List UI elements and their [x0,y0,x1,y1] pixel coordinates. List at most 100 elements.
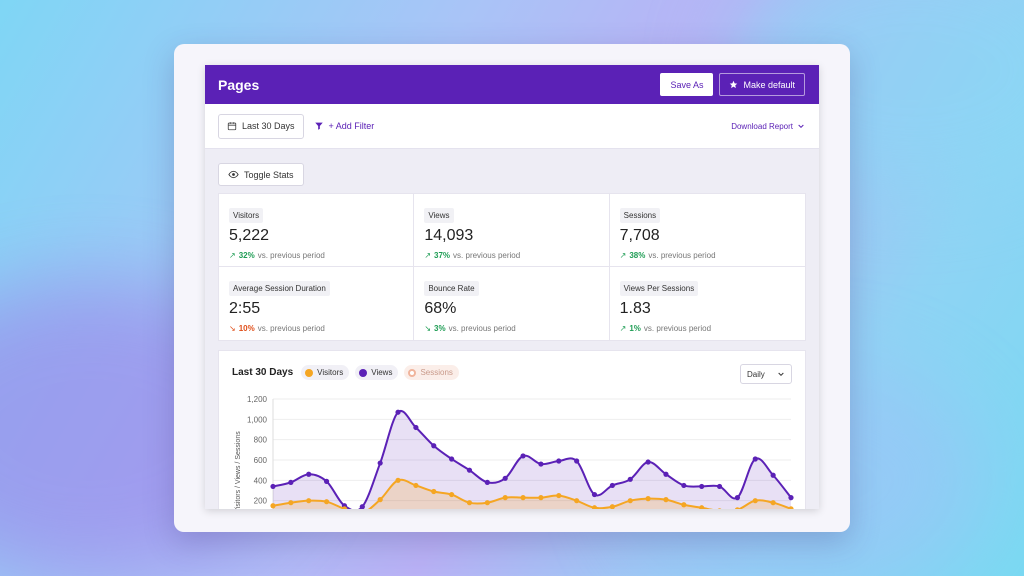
data-point [270,483,276,490]
stat-value: 7,708 [619,227,660,244]
stat-value: 68% [424,300,457,317]
data-point [306,498,312,504]
y-tick-label: 600 [254,456,268,465]
stat-card-avg-session-duration: Average Session Duration 2:55 ↘ 10% vs. pr… [219,267,415,340]
add-filter-button[interactable]: + Add Filter [314,121,374,131]
data-point [681,502,687,508]
y-tick-label: 200 [254,497,268,506]
data-point [574,498,580,504]
data-point [466,467,473,473]
stat-comparison: vs. previous period [257,251,325,260]
data-point [288,500,294,506]
data-point [395,409,401,415]
data-point [413,424,419,431]
data-point [752,456,758,462]
series-area-visitors [273,479,791,509]
data-point [466,500,473,506]
data-point [788,506,794,509]
data-point [699,505,705,509]
stat-card-views-per-session: Views Per Sessions 1.83 ↗ 1% vs. previous … [610,267,805,340]
stat-value: 14,093 [424,227,474,244]
stat-label: Average Session Duration [229,281,330,296]
data-point [770,472,776,478]
interval-select[interactable]: Daily [740,364,792,384]
data-point [323,478,330,484]
legend-label: Sessions [420,368,453,377]
data-point [431,488,437,495]
top-bar: Pages Save As Make default [205,65,819,104]
stat-card-views: Views 14,093 ↗ 37% vs. previous period [414,194,610,267]
stat-label: Views [424,208,454,223]
data-point [716,483,723,490]
data-point [538,461,544,467]
stat-change: 3% [434,324,446,333]
toggle-stats-button[interactable]: Toggle Stats [218,163,304,186]
arrow-up-icon: ↗ [619,324,627,333]
data-point [717,508,722,509]
data-point [484,500,490,506]
legend-label: Visitors [317,368,344,377]
y-axis-label: Visitors / Views / Sessions [235,431,242,509]
data-point [449,456,455,462]
stat-value: 2:55 [229,300,261,317]
y-tick-label: 1,000 [247,415,268,424]
save-as-button[interactable]: Save As [660,73,714,96]
chart-legend: Visitors Views Sessions [301,365,459,380]
legend-sessions-toggle[interactable]: Sessions [404,365,459,380]
data-point [377,497,383,503]
eye-icon [228,170,239,179]
stat-change: 32% [238,251,255,260]
data-point [288,479,294,485]
data-point [449,491,455,498]
stat-card-sessions: Sessions 7,708 ↗ 38% vs. previous period [609,194,805,267]
stat-comparison: vs. previous period [453,251,521,260]
date-range-button[interactable]: Last 30 Days [218,113,304,139]
stat-value: 5,222 [229,227,270,244]
arrow-up-icon: ↗ [619,251,627,260]
date-range-label: Last 30 Days [242,121,295,131]
interval-value: Daily [747,369,765,379]
arrow-up-icon: ↗ [424,251,432,260]
data-point [484,479,490,485]
data-point [645,496,651,502]
stat-change: 10% [238,324,255,333]
make-default-button[interactable]: Make default [719,73,805,96]
stat-change: 38% [629,251,646,260]
legend-dot-icon [359,368,368,377]
arrow-up-icon: ↗ [229,251,236,260]
page-title: Pages [218,76,260,93]
chevron-down-icon [798,124,804,129]
data-point [431,443,437,449]
data-point [627,498,633,504]
header-actions: Save As Make default [660,73,805,96]
legend-label: Views [371,368,393,377]
legend-dot-icon [305,368,314,377]
data-point [306,471,312,477]
data-point [591,491,598,498]
download-report-button[interactable]: Download Report [731,122,805,131]
data-point [538,495,544,501]
chart-card: Last 30 Days Visitors Views Sessions Dai… [218,350,806,509]
data-point [323,499,330,505]
analytics-app: Pages Save As Make default Last 30 Days … [205,65,819,509]
stat-label: Sessions [619,208,661,223]
legend-views-toggle[interactable]: Views [355,365,399,380]
stat-label: Views Per Sessions [619,281,699,296]
data-point [788,495,794,501]
data-point [663,497,669,503]
data-point [556,458,562,464]
data-point [520,453,526,459]
filter-toolbar: Last 30 Days + Add Filter Download Repor… [205,104,819,149]
download-report-label: Download Report [731,121,793,131]
data-point [359,504,365,509]
data-point [395,477,401,483]
legend-dot-icon [408,368,417,377]
data-point [520,495,526,501]
stat-comparison: vs. previous period [448,324,516,333]
stats-grid: Visitors 5,222 ↗ 32% vs. previous period V… [218,193,806,341]
make-default-label: Make default [743,79,795,90]
filter-icon [314,122,323,130]
data-point [502,475,508,481]
legend-visitors-toggle[interactable]: Visitors [301,365,350,380]
data-point [681,482,687,489]
